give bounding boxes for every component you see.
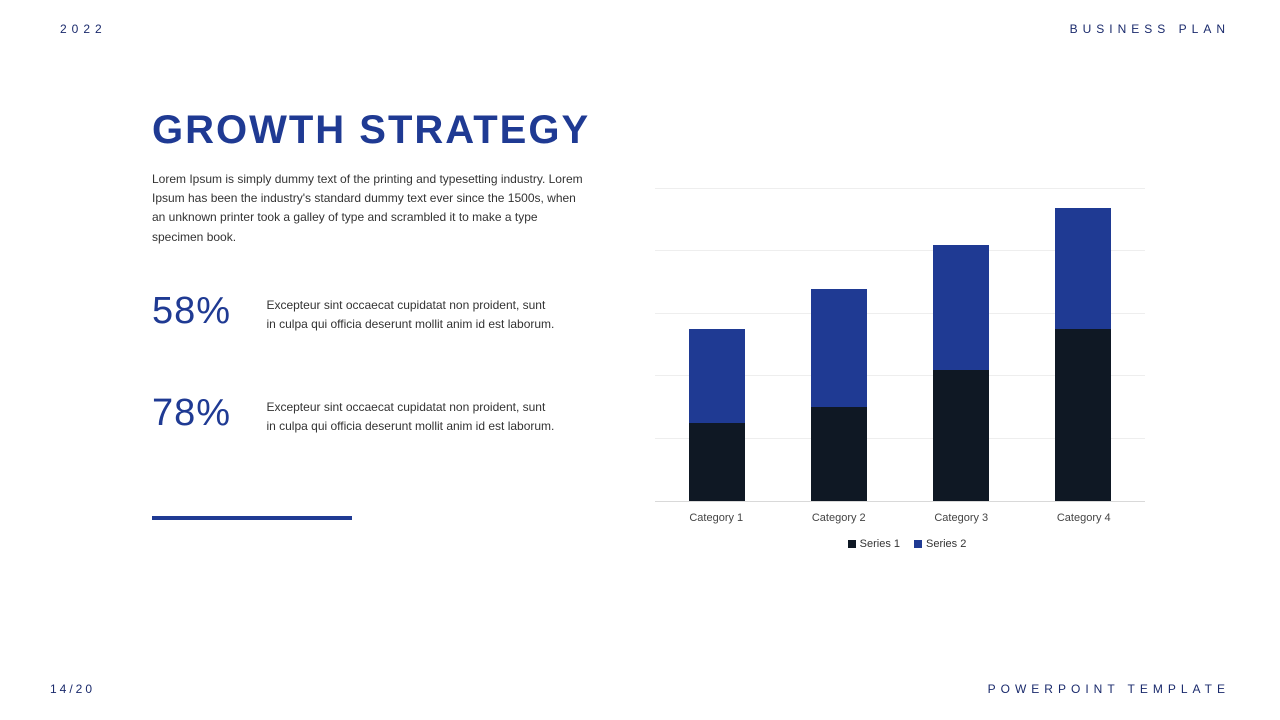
chart-category-label: Category 4 [1024, 512, 1144, 524]
chart-bar-segment [689, 329, 745, 423]
chart-bar [1055, 208, 1111, 501]
chart-gridline [655, 188, 1145, 189]
footer-template-label: POWERPOINT TEMPLATE [988, 682, 1230, 696]
chart-bar-segment [689, 423, 745, 501]
legend-swatch [914, 540, 922, 548]
header-doc-type: BUSINESS PLAN [1070, 22, 1230, 36]
stat-block-1: 58% Excepteur sint occaecat cupidatat no… [152, 290, 592, 334]
chart-bar-segment [811, 407, 867, 501]
stat-block-2: 78% Excepteur sint occaecat cupidatat no… [152, 392, 592, 436]
intro-paragraph: Lorem Ipsum is simply dummy text of the … [152, 170, 592, 247]
chart-category-label: Category 3 [901, 512, 1021, 524]
legend-label: Series 2 [926, 538, 966, 550]
header-year: 2022 [60, 22, 107, 36]
chart-bar [689, 329, 745, 501]
chart-plot-area [655, 190, 1145, 502]
chart-category-label: Category 1 [656, 512, 776, 524]
growth-chart: Category 1Category 2Category 3Category 4… [655, 190, 1145, 550]
chart-bar-segment [933, 245, 989, 370]
stat-value-1: 58% [152, 290, 262, 333]
chart-category-label: Category 2 [779, 512, 899, 524]
stat-desc-2: Excepteur sint occaecat cupidatat non pr… [266, 392, 556, 436]
chart-category-labels: Category 1Category 2Category 3Category 4 [655, 512, 1145, 524]
stat-value-2: 78% [152, 392, 262, 435]
chart-bar-segment [933, 370, 989, 501]
slide: 2022 BUSINESS PLAN GROWTH STRATEGY Lorem… [0, 0, 1280, 720]
legend-label: Series 1 [860, 538, 900, 550]
footer-page-number: 14/20 [50, 682, 95, 696]
chart-bar-segment [1055, 208, 1111, 330]
chart-bar-segment [1055, 329, 1111, 501]
legend-swatch [848, 540, 856, 548]
page-title: GROWTH STRATEGY [152, 108, 590, 153]
chart-bar [933, 245, 989, 501]
chart-legend: Series 1 Series 2 [655, 538, 1145, 550]
chart-bar [811, 289, 867, 501]
accent-underline [152, 516, 352, 520]
stat-desc-1: Excepteur sint occaecat cupidatat non pr… [266, 290, 556, 334]
chart-bar-segment [811, 289, 867, 408]
